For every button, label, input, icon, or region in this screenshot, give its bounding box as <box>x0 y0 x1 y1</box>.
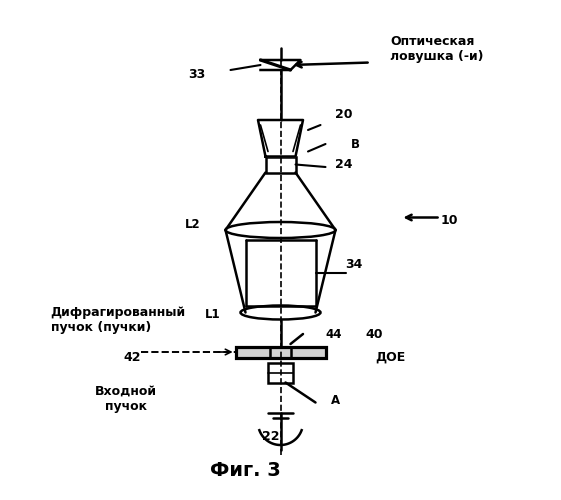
Ellipse shape <box>226 222 335 238</box>
Text: 40: 40 <box>366 328 383 342</box>
Ellipse shape <box>241 306 320 320</box>
Text: Дифрагированный
пучок (пучки): Дифрагированный пучок (пучки) <box>50 306 186 334</box>
Text: 44: 44 <box>325 328 342 342</box>
Text: Оптическая
ловушка (-и): Оптическая ловушка (-и) <box>390 35 484 63</box>
Text: A: A <box>330 394 339 406</box>
Text: ДОЕ: ДОЕ <box>375 351 406 364</box>
Text: 42: 42 <box>123 351 140 364</box>
Text: B: B <box>351 138 360 151</box>
Text: Фиг. 3: Фиг. 3 <box>210 461 281 480</box>
Text: L1: L1 <box>205 308 220 322</box>
Text: L2: L2 <box>185 218 200 232</box>
Bar <box>268 362 293 382</box>
Text: 24: 24 <box>335 158 353 172</box>
Text: 34: 34 <box>346 258 363 272</box>
Polygon shape <box>260 60 301 70</box>
Bar <box>236 346 325 358</box>
Text: 10: 10 <box>440 214 458 226</box>
Text: Входной
пучок: Входной пучок <box>94 385 157 413</box>
Text: 22: 22 <box>262 430 279 443</box>
Text: 33: 33 <box>188 68 205 82</box>
Polygon shape <box>258 120 303 156</box>
Text: 20: 20 <box>335 108 353 122</box>
Bar <box>265 156 296 172</box>
